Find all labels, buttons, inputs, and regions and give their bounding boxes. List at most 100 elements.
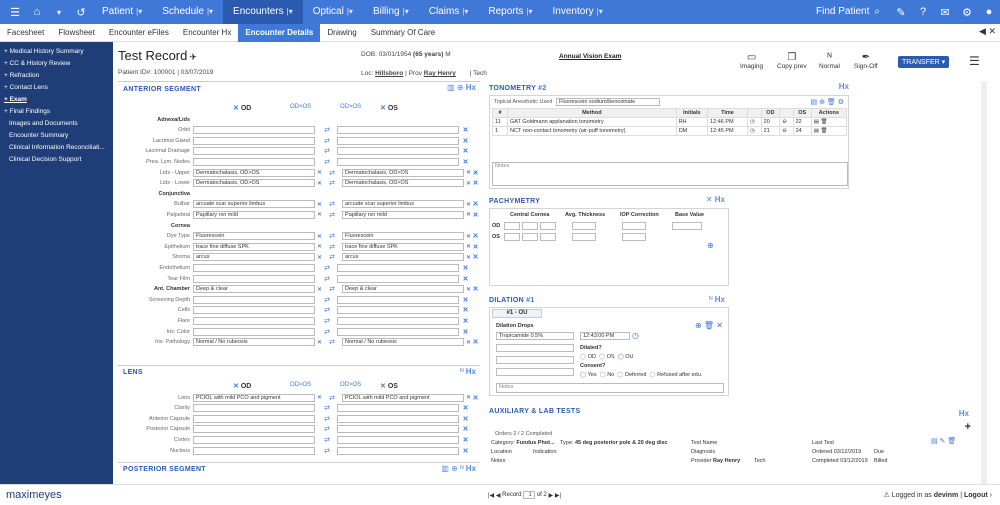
dilation-tools[interactable]: ᴺ Hx [709,295,725,304]
clear-icon[interactable]: ✕ [466,233,472,240]
clear-icon[interactable]: ✕ [317,201,323,208]
clear-os-icon[interactable]: ✕ [380,105,386,112]
os-field[interactable]: arcuate scar superior limbus [342,200,465,209]
tonometry-actions[interactable]: ▤ ⊕ 🗑 ⚙ [810,99,844,106]
subtab-6[interactable]: Summary Of Care [370,27,436,37]
subtab-4[interactable]: Encounter Details [238,23,321,42]
copy-arrows-icon[interactable]: ⇄ [324,296,330,304]
od-field[interactable]: arcus [193,253,315,262]
prev-record-icon[interactable]: ◀ [495,492,501,499]
first-record-icon[interactable]: |◀ [488,492,495,499]
od-field[interactable] [193,295,315,304]
clear-icon[interactable]: ✕ [317,244,323,251]
exam-name[interactable]: Annual Vision Exam [559,53,622,60]
back-icon[interactable]: ◀ [979,26,986,36]
copy-arrows-icon[interactable]: ⇄ [329,339,335,347]
copy-arrows-icon[interactable]: ⇄ [324,137,330,145]
subtab-5[interactable]: Drawing [327,27,357,37]
os-field[interactable] [337,404,459,413]
aux-hx[interactable]: Hx [958,409,969,418]
consent-options[interactable]: ◯ Yes ◯ No ◯ Deferred ◯ Refused after edu. [580,372,705,378]
od-field[interactable] [193,274,315,283]
row-clear-icon[interactable]: ✕ [462,127,469,135]
pachy-field[interactable] [572,233,596,241]
nav-tab-reports[interactable]: Reports |▾ [478,0,542,24]
pachy-field[interactable] [672,222,702,230]
lens-copy-os-od[interactable]: OD>OS [340,382,362,388]
chevron-down-icon[interactable]: ▾ [56,7,61,17]
anesthetic-input[interactable]: Fluorescein sodium/benoxinate [556,98,660,106]
copy-arrows-icon[interactable]: ⇄ [324,158,330,166]
sidebar-item[interactable]: + Medical History Summary [4,48,84,55]
row-actions-icon[interactable]: ▤ 🗑 [810,126,848,136]
pachymetry-tools[interactable]: ✕ Hx [705,195,725,204]
od-field[interactable]: PCIOL with mild PCO and pigment [193,393,315,402]
copy-arrows-icon[interactable]: ⇄ [329,233,335,241]
row-clear-icon[interactable]: ✕ [462,415,469,423]
provider-link[interactable]: Ray Henry [423,70,456,77]
nav-tab-claims[interactable]: Claims |▾ [419,0,479,24]
consent-option[interactable]: ◯ Yes [580,372,597,378]
copy-arrows-icon[interactable]: ⇄ [329,394,335,402]
copy-arrows-icon[interactable]: ⇄ [324,317,330,325]
od-field[interactable] [193,414,315,423]
consent-option[interactable]: ◯ Refused after edu. [649,372,703,378]
row-clear-icon[interactable]: ✕ [462,137,469,145]
os-field[interactable] [337,425,459,434]
row-clear-icon[interactable]: ✕ [472,243,479,251]
tono-od[interactable]: 21 [760,126,781,136]
nav-tab-patient[interactable]: Patient |▾ [92,0,152,24]
menu-icon[interactable]: ☰ [10,6,20,19]
os-field[interactable] [337,446,459,455]
row-clear-icon[interactable]: ✕ [472,339,479,347]
od-field[interactable] [193,136,315,145]
od-field[interactable]: Dermatochalasis, OD>OS [193,168,315,177]
od-field[interactable] [193,404,315,413]
od-field[interactable] [193,306,315,315]
add-pachymetry-icon[interactable]: ⊕ [707,241,714,250]
copy-arrows-icon[interactable]: ⇄ [324,447,330,455]
dilation-notes[interactable]: Notes [496,383,724,393]
os-field[interactable]: Dermatochalasis, OD>OS [342,168,465,177]
posterior-tools[interactable]: ▥ ⊕ ᴺ Hx [441,464,476,473]
os-field[interactable] [337,316,459,325]
logout-link[interactable]: Logout [963,492,988,499]
od-field[interactable] [193,157,315,166]
dilation-actions[interactable]: ⊕ 🗑 ✕ [694,321,723,330]
sidebar-item[interactable]: Clinical Decision Support [9,156,82,163]
sidebar-item[interactable]: + Exam [4,96,27,103]
row-clear-icon[interactable]: ✕ [462,264,469,272]
pachy-field[interactable] [522,222,538,230]
row-clear-icon[interactable]: ✕ [462,307,469,315]
clear-icon[interactable]: ✕ [317,286,323,293]
clear-icon[interactable]: ✕ [466,286,472,293]
clear-icon[interactable]: ✕ [466,212,472,219]
os-field[interactable] [337,327,459,336]
chevron-icon[interactable]: › [989,492,992,499]
copy-arrows-icon[interactable]: ⇄ [329,169,335,177]
clear-icon[interactable]: ✕ [317,254,323,261]
os-field[interactable]: Dermatochalasis, OD>OS [342,179,465,188]
os-field[interactable]: arcus [342,253,465,262]
copy-arrows-icon[interactable]: ⇄ [329,180,335,188]
row-clear-icon[interactable]: ✕ [462,317,469,325]
clear-icon[interactable]: ✕ [466,180,472,187]
clock-icon[interactable]: ◷ [746,117,762,127]
sidebar-item[interactable]: + Final Findings [4,108,51,115]
clear-od-icon[interactable]: ✕ [233,105,239,112]
os-field[interactable] [337,295,459,304]
pin-icon[interactable]: ✈ [189,52,197,62]
history-icon[interactable]: ↺ [76,6,86,19]
lens-copy-od-os[interactable]: OD>OS [290,382,312,388]
last-record-icon[interactable]: ▶| [554,492,562,499]
record-input[interactable]: 1 [523,491,536,499]
os-field[interactable] [337,263,459,272]
od-field[interactable] [193,263,315,272]
od-field[interactable]: Normal / No rubeosis [193,338,315,347]
pachy-field[interactable] [504,222,520,230]
subtab-2[interactable]: Encounter eFiles [108,27,169,37]
panel-tools[interactable]: ▥ ⊕ Hx [447,83,476,92]
copy-arrows-icon[interactable]: ⇄ [324,127,330,135]
drop-input-4[interactable] [496,368,574,376]
row-actions-icon[interactable]: ▤ 🗑 [810,117,848,127]
